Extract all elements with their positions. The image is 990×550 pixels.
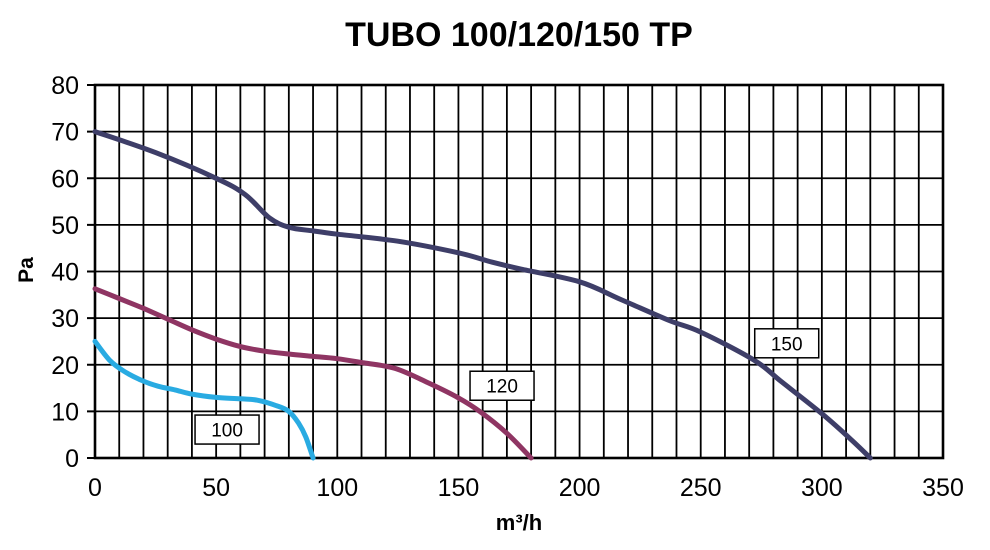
y-axis: 0 10 20 30 40 50 60 70 80: [51, 72, 94, 473]
x-tick-label: 350: [922, 474, 964, 502]
x-tick-label: 50: [202, 474, 230, 502]
chart-title: TUBO 100/120/150 TP: [345, 16, 693, 54]
x-tick-label: 0: [88, 474, 102, 502]
x-tick-label: 100: [316, 474, 358, 502]
y-tick-label: 50: [51, 212, 79, 240]
y-tick-label: 60: [51, 165, 79, 193]
x-tick-label: 200: [559, 474, 601, 502]
svg-text:150: 150: [771, 334, 803, 355]
series-120-curve: [92, 286, 534, 461]
svg-text:120: 120: [486, 377, 518, 398]
series-100-label: 100: [194, 414, 260, 445]
series-100-curve: [92, 338, 316, 461]
y-tick-label: 40: [51, 259, 79, 287]
series-120-label: 120: [469, 370, 535, 401]
y-tick-label: 20: [51, 352, 79, 380]
x-axis: 0 50 100 150 200 250 300 350: [88, 474, 964, 502]
series-150-curve: [92, 129, 873, 461]
x-axis-label: m³/h: [495, 510, 543, 535]
x-tick-label: 250: [680, 474, 722, 502]
svg-text:100: 100: [211, 421, 243, 442]
plot-border: [93, 83, 945, 460]
grid-lines: [94, 84, 944, 459]
y-tick-label: 0: [65, 445, 79, 473]
series-150-label: 150: [753, 328, 820, 359]
y-tick-label: 80: [51, 72, 79, 100]
y-tick-label: 30: [51, 305, 79, 333]
y-tick-label: 10: [51, 398, 79, 426]
x-tick-label: 300: [801, 474, 843, 502]
x-tick-label: 150: [438, 474, 480, 502]
y-tick-label: 70: [51, 119, 79, 147]
